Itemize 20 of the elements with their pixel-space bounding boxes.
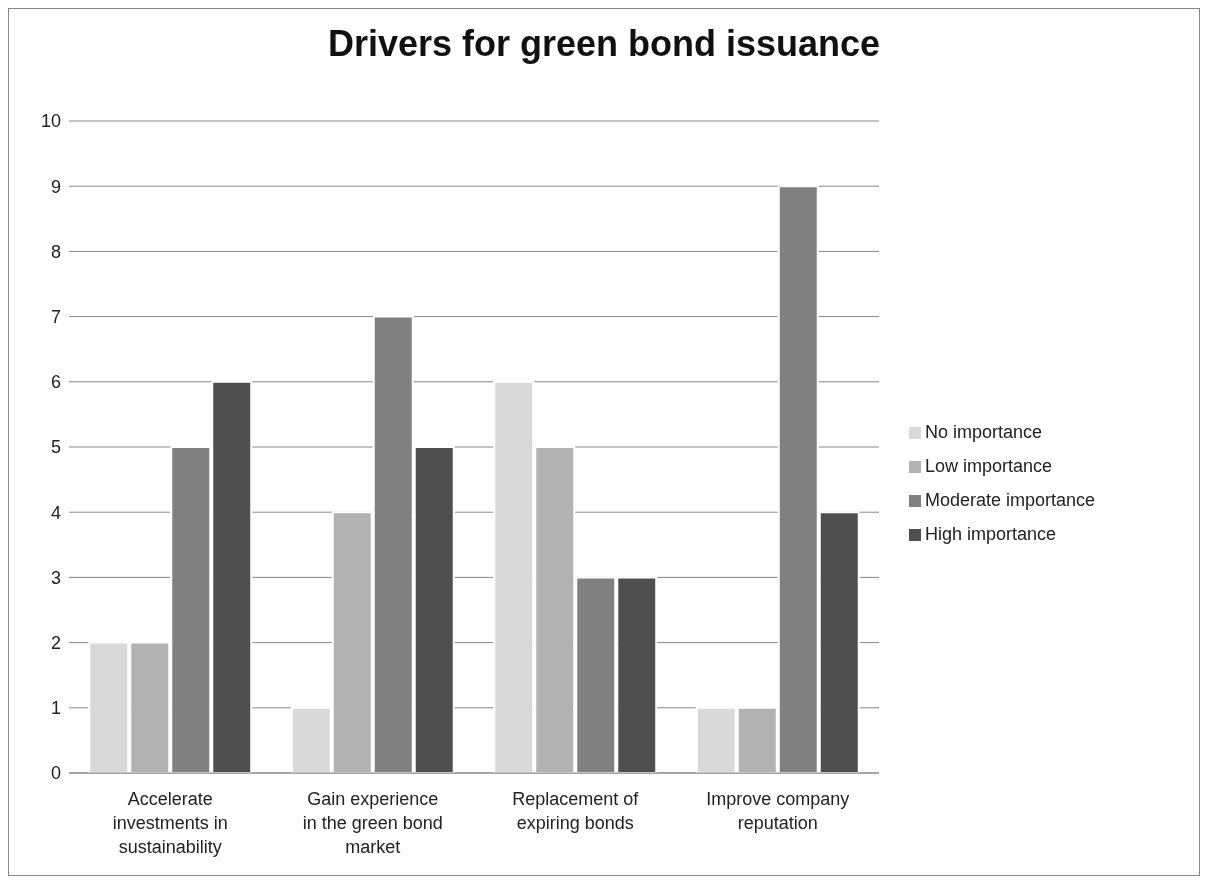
legend-label: No importance <box>925 422 1043 442</box>
y-tick-label: 4 <box>50 502 61 523</box>
y-tick-label: 9 <box>50 176 61 197</box>
chart-title: Drivers for green bond issuance <box>326 22 882 66</box>
x-tick-label: Accelerate investments in sustainability <box>112 789 228 857</box>
y-tick-label: 10 <box>40 111 61 132</box>
x-tick-label: Gain experience in the green bond market <box>302 789 443 857</box>
y-tick-label: 8 <box>50 241 61 262</box>
x-tick-label: Replacement of expiring bonds <box>512 789 640 833</box>
y-tick-label: 2 <box>50 632 61 653</box>
legend-label: Low importance <box>925 456 1053 476</box>
x-tick-label: Improve company reputation <box>706 789 850 833</box>
y-tick-label: 7 <box>50 306 61 327</box>
legend-label: Moderate importance <box>925 490 1096 510</box>
y-tick-label: 5 <box>50 437 61 458</box>
y-tick-label: 0 <box>50 763 61 784</box>
y-tick-label: 3 <box>50 567 61 588</box>
y-tick-label: 6 <box>50 372 61 393</box>
legend-label: High importance <box>925 524 1057 544</box>
y-tick-label: 1 <box>50 698 61 719</box>
